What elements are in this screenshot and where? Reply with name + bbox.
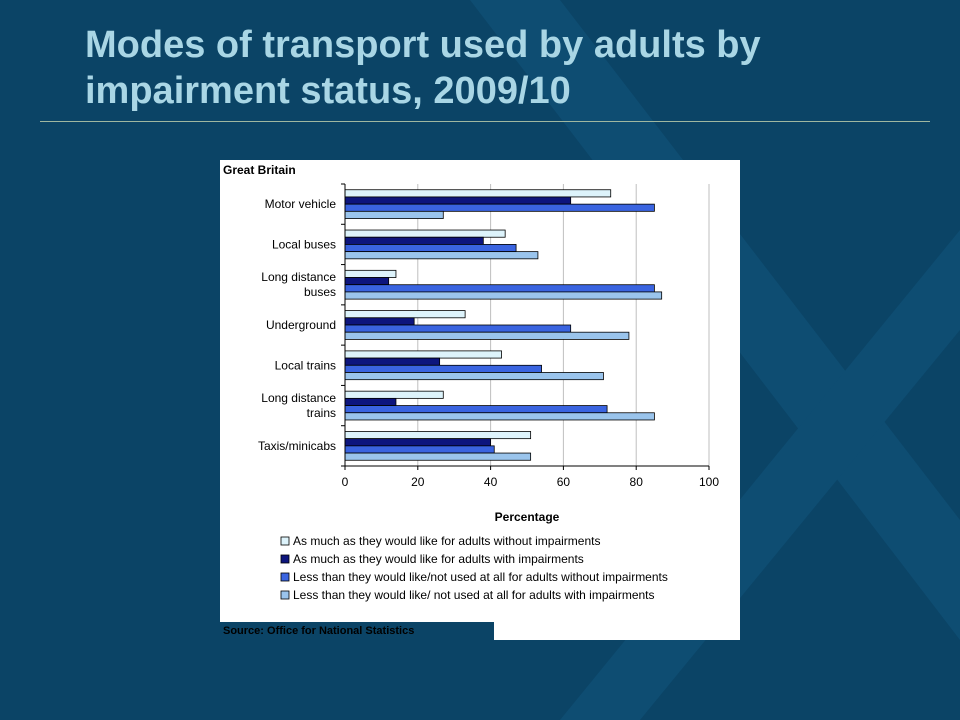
- chart-panel: Great Britain Motor vehicle Local buses Lo…: [220, 160, 740, 640]
- legend-swatch: [280, 536, 290, 546]
- bar: [344, 452, 532, 461]
- bar: [344, 251, 539, 260]
- x-tick-label: 0: [342, 475, 349, 489]
- y-tick-label: buses: [304, 285, 336, 299]
- bar: [344, 357, 441, 366]
- y-tick-label: Motor vehicle: [265, 197, 337, 211]
- y-tick-label: Local buses: [272, 237, 336, 251]
- region-label: Great Britain: [223, 163, 296, 177]
- bar: [344, 277, 390, 286]
- x-axis: 0 20 40 60 80 100: [342, 465, 719, 489]
- slide-title: Modes of transport used by adults by imp…: [85, 24, 761, 112]
- bar-chart: Great Britain Motor vehicle Local buses Lo…: [223, 163, 719, 602]
- title-divider: [40, 121, 930, 122]
- bar: [344, 405, 608, 414]
- bar: [344, 269, 397, 278]
- x-tick-label: 60: [557, 475, 571, 489]
- bar: [344, 397, 397, 406]
- bar: [344, 431, 532, 440]
- x-tick-label: 100: [699, 475, 719, 489]
- x-tick-label: 80: [630, 475, 644, 489]
- legend-entry: Less than they would like/not used at al…: [293, 570, 668, 584]
- x-tick-label: 40: [484, 475, 498, 489]
- legend-entry: Less than they would like/ not used at a…: [293, 588, 655, 602]
- source-backdrop: [220, 622, 494, 640]
- bar: [344, 364, 542, 373]
- legend-entry: As much as they would like for adults wi…: [293, 534, 600, 548]
- bar: [344, 210, 444, 219]
- x-tick-label: 20: [411, 475, 425, 489]
- y-tick-label: Long distance: [261, 391, 336, 405]
- bar: [344, 196, 572, 205]
- bar: [344, 350, 502, 359]
- bar: [344, 203, 655, 212]
- source-note: Source: Office for National Statistics: [223, 625, 415, 637]
- y-tick-label: trains: [307, 406, 336, 420]
- legend: As much as they would like for adults wi…: [280, 534, 668, 602]
- bar: [344, 236, 484, 245]
- bar: [344, 317, 415, 326]
- bar: [344, 244, 517, 253]
- bar: [344, 390, 444, 399]
- y-tick-label: Underground: [266, 318, 336, 332]
- legend-swatch: [280, 554, 290, 564]
- legend-entry: As much as they would like for adults wi…: [293, 552, 584, 566]
- y-tick-label: Local trains: [275, 358, 336, 372]
- bar: [344, 438, 492, 447]
- bar: [344, 324, 572, 333]
- bar: [344, 189, 612, 198]
- bars: [344, 189, 663, 461]
- bar: [344, 229, 506, 238]
- bar: [344, 310, 466, 319]
- legend-swatch: [280, 590, 290, 600]
- bar: [344, 372, 604, 381]
- bar: [344, 445, 495, 454]
- bar: [344, 284, 655, 293]
- x-axis-label: Percentage: [495, 510, 560, 524]
- y-tick-label: Taxis/minicabs: [258, 439, 336, 453]
- legend-swatch: [280, 572, 290, 582]
- bar: [344, 331, 630, 340]
- bar: [344, 412, 655, 421]
- bar: [344, 291, 663, 300]
- y-tick-label: Long distance: [261, 270, 336, 284]
